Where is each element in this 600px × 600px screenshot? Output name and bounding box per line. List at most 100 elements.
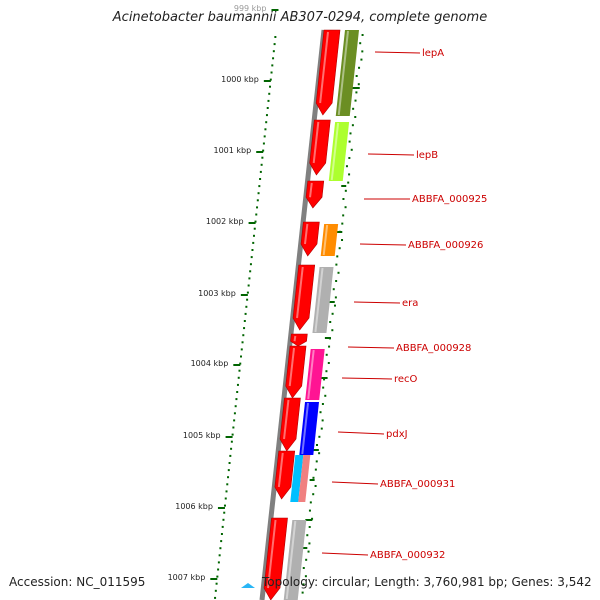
minor-tick [246, 298, 249, 301]
gc-point [342, 198, 345, 200]
gc-point [308, 526, 311, 528]
minor-tick [223, 511, 226, 514]
gene-label[interactable]: lepB [416, 150, 438, 161]
gc-point [331, 312, 334, 315]
feature-block[interactable] [305, 349, 325, 400]
gene-label[interactable]: ABBFA_000925 [412, 194, 487, 205]
minor-tick [214, 589, 217, 592]
minor-tick [247, 284, 250, 287]
minor-tick [222, 518, 225, 521]
gc-point [348, 157, 351, 159]
cds-track [263, 29, 341, 600]
tick-label: 999 kbp [234, 4, 267, 13]
feature-block[interactable] [328, 122, 350, 181]
minor-tick [260, 163, 263, 166]
feature-highlight [330, 122, 340, 181]
minor-tick [230, 440, 233, 443]
minor-tick [263, 135, 266, 138]
minor-tick [269, 85, 272, 88]
tick-label: 1001 kbp [214, 146, 252, 155]
gene-label[interactable]: ABBFA_000932 [370, 550, 445, 561]
gc-point [348, 173, 351, 176]
minor-tick [269, 78, 272, 81]
minor-tick [227, 476, 230, 479]
gc-point [351, 124, 354, 127]
minor-tick [256, 206, 259, 209]
cds-arrow[interactable] [305, 180, 325, 209]
gc-point [311, 517, 314, 520]
minor-tick [268, 92, 271, 95]
position-marker-icon[interactable] [241, 583, 255, 588]
minor-tick [270, 71, 273, 74]
minor-tick [221, 525, 224, 528]
cds-arrow[interactable] [290, 333, 308, 347]
feature-block[interactable] [299, 402, 320, 455]
feature-block[interactable] [320, 224, 339, 256]
gc-point [344, 189, 347, 192]
gene-label[interactable]: ABBFA_000928 [396, 343, 471, 354]
cds-highlight [312, 121, 320, 164]
gene-label[interactable]: lepA [422, 48, 444, 59]
cds-highlight [267, 519, 277, 589]
gc-point [345, 165, 348, 168]
cds-arrow[interactable] [300, 221, 320, 257]
minor-tick [216, 575, 219, 578]
gc-point [355, 75, 358, 77]
gc-point [332, 288, 335, 291]
minor-tick [230, 447, 233, 450]
minor-tick [231, 433, 234, 436]
cds-highlight [319, 31, 329, 104]
cds-highlight [283, 399, 290, 440]
gene-label[interactable]: pdxJ [386, 429, 408, 440]
cds-highlight [296, 266, 304, 319]
feature-block[interactable] [298, 455, 311, 502]
gene-label[interactable]: ABBFA_000931 [380, 479, 455, 490]
gc-point [336, 255, 339, 258]
gc-point [318, 435, 321, 438]
feature-track [283, 30, 359, 600]
gc-point [361, 34, 364, 36]
feature-block[interactable] [335, 30, 359, 116]
minor-tick [228, 462, 231, 464]
minor-tick [250, 256, 253, 259]
scale-ticks: 999 kbp 1000 kbp 1001 kbp 1002 kbp 1003 kbp 1… [168, 4, 279, 599]
gc-point [309, 501, 312, 504]
minor-tick [257, 192, 260, 195]
minor-tick [249, 270, 252, 273]
gc-point [335, 263, 338, 266]
label-connector [359, 243, 407, 246]
minor-tick [262, 149, 265, 152]
gc-point [355, 91, 358, 94]
gene-label[interactable]: era [402, 298, 418, 309]
minor-tick [246, 291, 249, 294]
gc-point [321, 403, 324, 405]
feature-highlight [307, 349, 315, 400]
label-connector [337, 431, 385, 435]
cds-highlight [304, 223, 309, 245]
gc-point [354, 99, 357, 102]
minor-tick [266, 107, 269, 109]
minor-tick [217, 561, 220, 564]
feature-block[interactable] [312, 267, 334, 333]
gc-point [302, 583, 305, 586]
minor-tick [245, 305, 248, 308]
gc-point [357, 83, 360, 86]
minor-tick [274, 36, 277, 38]
gc-point [358, 66, 361, 69]
minor-tick [224, 497, 227, 500]
feature-block[interactable] [290, 455, 304, 502]
gc-point [347, 181, 350, 184]
gc-point [341, 222, 344, 225]
minor-tick [262, 142, 265, 145]
gc-point [350, 148, 353, 151]
gene-label[interactable]: recO [394, 374, 418, 385]
minor-tick [261, 156, 264, 159]
feature-highlight [337, 30, 349, 116]
gene-label[interactable]: ABBFA_000926 [408, 240, 483, 251]
gc-point [321, 419, 324, 422]
minor-tick [240, 355, 243, 358]
minor-tick [265, 114, 268, 117]
minor-tick [252, 241, 255, 244]
feature-block[interactable] [283, 520, 307, 600]
gc-point [361, 50, 364, 53]
